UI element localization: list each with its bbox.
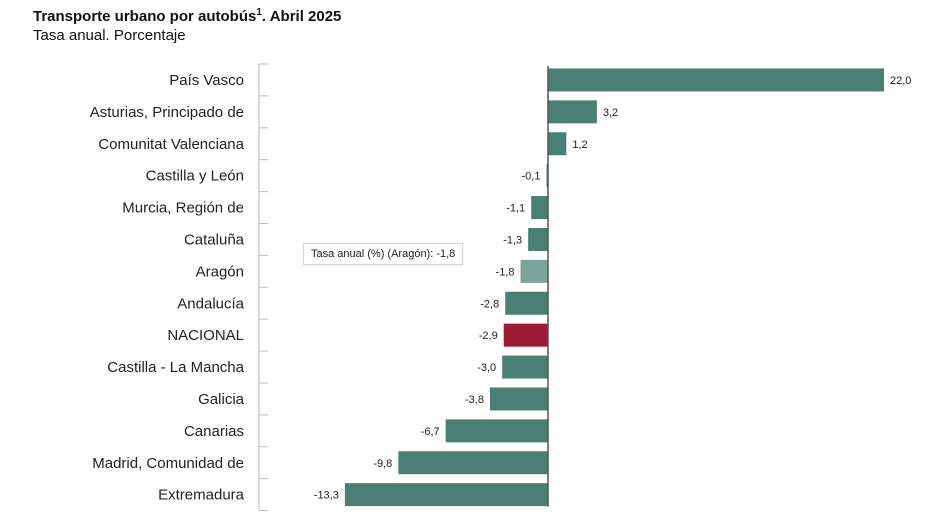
bar-castilla-la-mancha[interactable] [502, 355, 548, 379]
value-label-comunitat-valenciana: 1,2 [572, 139, 587, 151]
value-label-pais-vasco: 22,0 [890, 75, 911, 87]
category-label-asturias-principado-de: Asturias, Principado de [90, 104, 244, 121]
category-label-nacional: NACIONAL [167, 327, 244, 344]
bar-canarias[interactable] [445, 419, 548, 443]
value-label-aragon: -1,8 [496, 266, 515, 278]
value-label-cataluna: -1,3 [503, 234, 522, 246]
value-label-murcia-region-de: -1,1 [506, 203, 525, 215]
category-label-murcia-region-de: Murcia, Región de [122, 200, 244, 217]
category-label-aragon: Aragón [196, 263, 244, 280]
bar-pais-vasco[interactable] [548, 68, 884, 92]
chart-title-suffix: . Abril 2025 [261, 8, 342, 25]
bar-extremadura[interactable] [344, 483, 548, 507]
value-label-galicia: -3,8 [465, 394, 484, 406]
value-label-andalucia: -2,8 [480, 298, 499, 310]
category-label-galicia: Galicia [198, 391, 245, 408]
category-label-pais-vasco: País Vasco [169, 72, 244, 89]
chart-tooltip: Tasa anual (%) (Aragón): -1,8 [303, 243, 464, 265]
category-label-madrid-comunidad-de: Madrid, Comunidad de [92, 455, 244, 472]
category-label-canarias: Canarias [184, 423, 244, 440]
category-label-comunitat-valenciana: Comunitat Valenciana [98, 136, 244, 153]
chart-header: Transporte urbano por autobús1. Abril 20… [33, 8, 341, 45]
chart-title: Transporte urbano por autobús1. Abril 20… [33, 8, 341, 26]
bar-madrid-comunidad-de[interactable] [398, 451, 548, 475]
value-label-madrid-comunidad-de: -9,8 [373, 458, 392, 470]
category-label-extremadura: Extremadura [158, 487, 245, 504]
bar-comunitat-valenciana[interactable] [548, 132, 567, 156]
value-label-castilla-la-mancha: -3,0 [477, 362, 496, 374]
value-label-canarias: -6,7 [421, 426, 440, 438]
value-label-nacional: -2,9 [479, 330, 498, 342]
bar-cataluna[interactable] [528, 227, 548, 251]
category-label-castilla-y-leon: Castilla y León [146, 168, 244, 185]
bar-murcia-region-de[interactable] [531, 196, 548, 220]
bar-andalucia[interactable] [505, 291, 548, 315]
bar-castilla-y-leon[interactable] [546, 164, 548, 188]
value-label-castilla-y-leon: -0,1 [522, 171, 541, 183]
chart-title-footnote-mark: 1 [256, 7, 262, 18]
value-label-extremadura: -13,3 [314, 490, 339, 502]
value-label-asturias-principado-de: 3,2 [603, 107, 618, 119]
bar-galicia[interactable] [489, 387, 548, 411]
category-label-andalucia: Andalucía [177, 295, 244, 312]
category-label-castilla-la-mancha: Castilla - La Mancha [107, 359, 244, 376]
chart-title-text: Transporte urbano por autobús [33, 8, 257, 25]
chart-subtitle: Tasa anual. Porcentaje [33, 27, 186, 44]
bar-aragon[interactable] [520, 259, 548, 283]
bar-nacional[interactable] [503, 323, 548, 347]
bar-asturias-principado-de[interactable] [548, 100, 597, 124]
category-label-cataluna: Cataluña [184, 231, 245, 248]
